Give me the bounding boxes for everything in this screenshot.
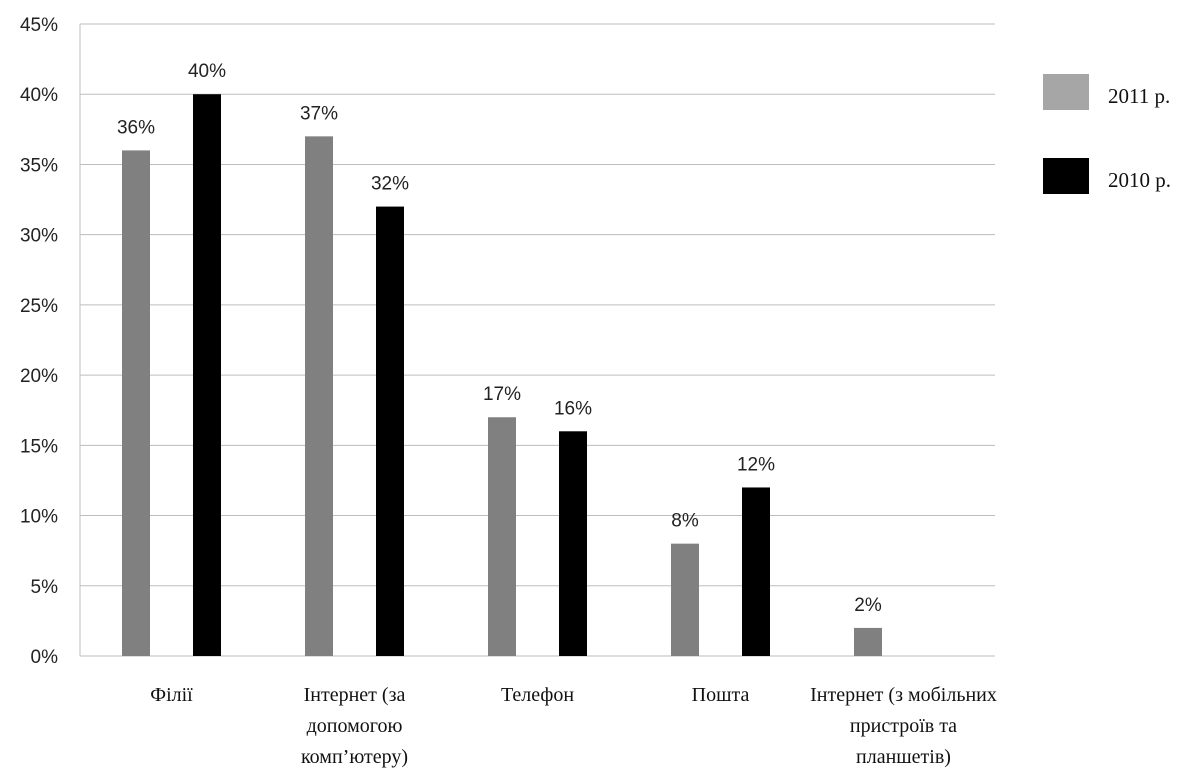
legend-swatch	[1043, 74, 1089, 110]
data-label: 40%	[188, 61, 226, 82]
y-tick-label: 30%	[20, 226, 58, 247]
x-category-label: Філії	[150, 684, 193, 706]
x-category-label: допомогою	[307, 715, 403, 737]
data-label: 32%	[371, 174, 409, 195]
data-label: 8%	[671, 511, 699, 532]
y-tick-label: 45%	[20, 15, 58, 36]
data-labels: 36% 40% 37% 32% 17% 16% 8% 12% 2%	[117, 61, 882, 616]
x-category-label: Пошта	[692, 684, 750, 706]
data-label: 17%	[483, 384, 521, 405]
y-tick-label: 40%	[20, 85, 58, 106]
bar-series-2	[376, 206, 404, 657]
x-category-label: Телефон	[501, 684, 574, 706]
x-category-label: Інтернет (з мобільних	[810, 684, 997, 706]
x-category-label: Інтернет (за	[304, 684, 406, 706]
y-tick-label: 10%	[20, 507, 58, 528]
bar-series-1	[488, 417, 516, 656]
legend: 2011 р. 2010 р.	[1043, 74, 1171, 194]
y-tick-label: 5%	[31, 577, 59, 598]
x-category-label: планшетів)	[856, 746, 951, 768]
bar-series-2	[193, 94, 221, 656]
y-tick-label: 0%	[31, 647, 59, 668]
bar-series-1	[122, 150, 150, 656]
legend-swatch	[1043, 158, 1089, 194]
legend-label: 2010 р.	[1108, 168, 1171, 192]
gridlines	[79, 23, 995, 657]
data-label: 2%	[854, 595, 882, 616]
x-axis-categories: Філії Інтернет (за допомогою комп’ютеру) Тел…	[150, 684, 997, 768]
x-category-label: пристроїв та	[850, 715, 957, 737]
y-axis-ticks: 0% 5% 10% 15% 20% 25% 30% 35% 40% 45%	[20, 15, 58, 668]
bar-series-1	[671, 543, 699, 656]
bar-series-1	[854, 627, 882, 656]
bar-series-2	[559, 431, 587, 656]
bar-series-1	[305, 136, 333, 656]
y-tick-label: 25%	[20, 296, 58, 317]
y-tick-label: 35%	[20, 155, 58, 176]
data-label: 36%	[117, 117, 155, 138]
legend-label: 2011 р.	[1108, 84, 1170, 108]
y-tick-label: 20%	[20, 366, 58, 387]
bars	[122, 94, 882, 657]
data-label: 16%	[554, 398, 592, 419]
x-category-label: комп’ютеру)	[301, 746, 408, 768]
data-label: 37%	[300, 103, 338, 124]
bar-series-2	[742, 487, 770, 656]
data-label: 12%	[737, 454, 775, 475]
y-tick-label: 15%	[20, 436, 58, 457]
